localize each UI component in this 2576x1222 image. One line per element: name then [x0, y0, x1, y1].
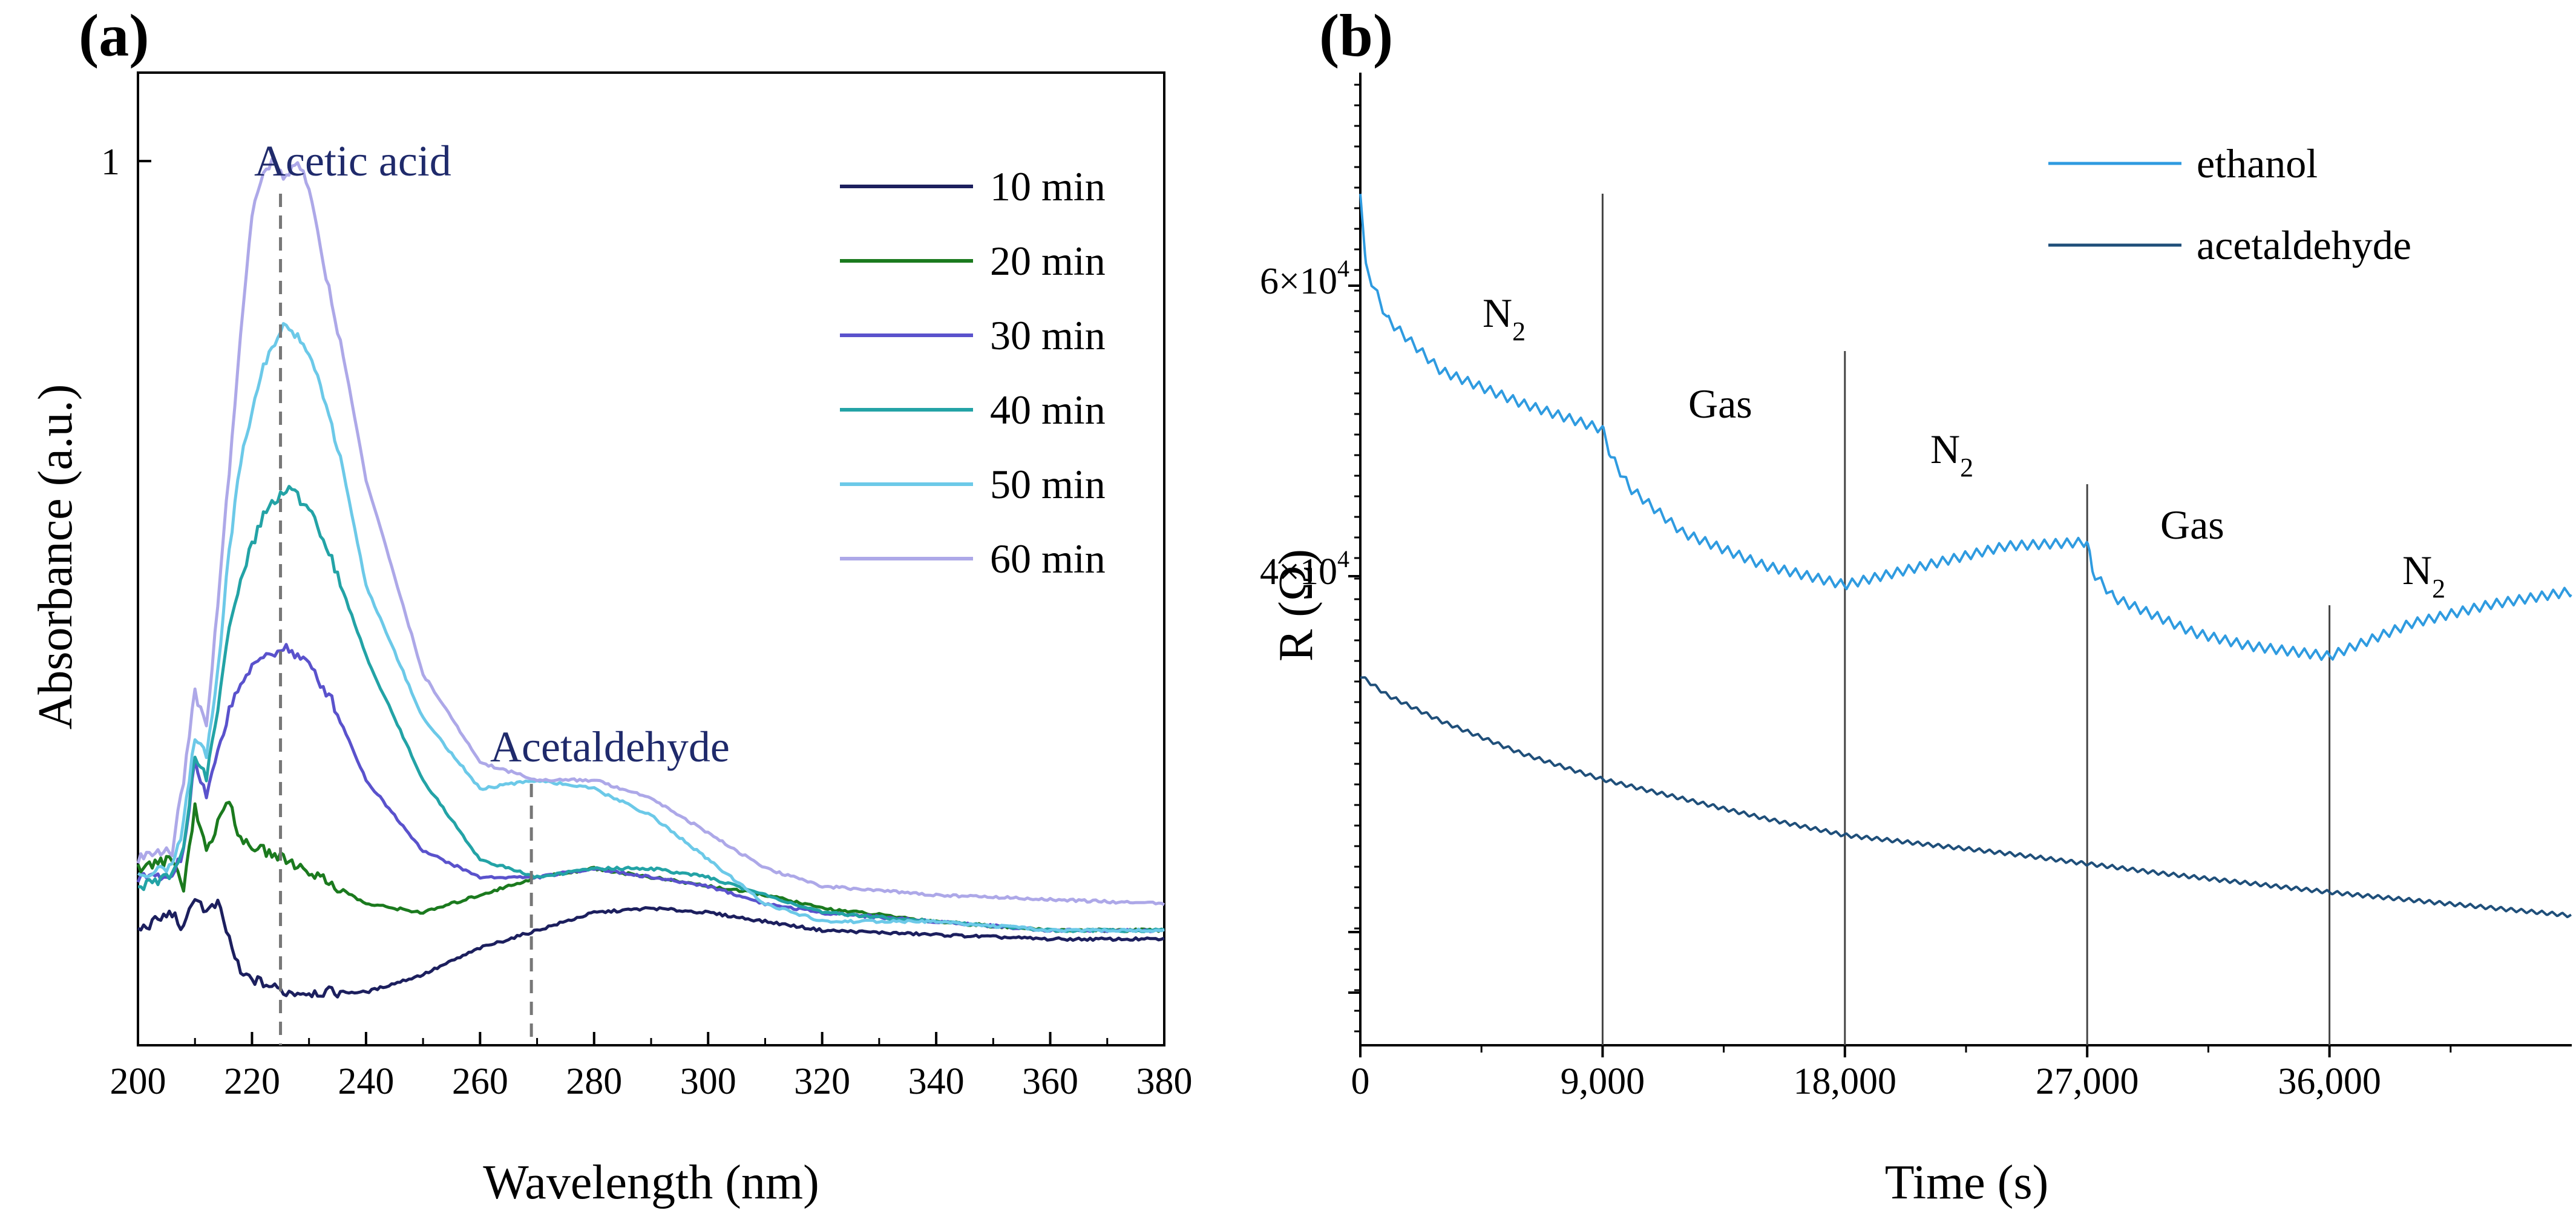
phase-label-n2-1: N2 [1483, 290, 1526, 346]
panel-b-x-axis-title: Time (s) [1885, 1156, 2048, 1209]
phase-label-gas-2: Gas [2160, 502, 2224, 548]
y-tick-label-1: 1 [101, 142, 120, 183]
panel-b-x-ticks: 0 9,000 18,000 27,000 36,000 [1351, 1045, 2452, 1102]
panel-b-phase-boundaries [1601, 194, 2331, 1045]
phase-label-n2-3: N2 [2402, 547, 2445, 603]
annotation-acetic-acid: Acetic acid [254, 137, 451, 185]
legend-label-ethanol: ethanol [2197, 140, 2318, 186]
annotation-acetaldehyde: Acetaldehyde [490, 723, 730, 771]
x-tick-label-260: 260 [452, 1061, 508, 1102]
x-tick-label-380: 380 [1136, 1061, 1193, 1102]
legend-label-acetaldehyde: acetaldehyde [2197, 222, 2411, 268]
series-line-60-min [136, 157, 1165, 907]
panel-b-y-axis-title: R (Ω) [1270, 549, 1323, 662]
x-tick-label-240: 240 [338, 1061, 394, 1102]
x-tick-label-27-000: 27,000 [2036, 1061, 2139, 1102]
phase-label-n2-2: N2 [1930, 426, 1973, 482]
panel-a-y-axis-title: Absorbance (a.u.) [29, 384, 82, 730]
x-tick-label-220: 220 [224, 1061, 280, 1102]
x-tick-label-340: 340 [908, 1061, 965, 1102]
x-tick-label-18-000: 18,000 [1794, 1061, 1897, 1102]
panel-b-chart: (b) N2 Gas N2 Gas N2 0 9,000 18,000 27,000 3… [1260, 2, 2572, 1209]
x-tick-label-320: 320 [794, 1061, 850, 1102]
series-line-acetaldehyde [1360, 676, 2572, 919]
panel-a-chart: (a) Acetic acid Acetaldehyde 200 220 240 26… [29, 2, 1193, 1209]
panel-b-series-group [1359, 194, 2572, 919]
series-line-50-min [137, 322, 1165, 933]
series-line-ethanol [1359, 194, 2572, 661]
x-tick-label-280: 280 [566, 1061, 622, 1102]
series-line-10-min [137, 898, 1165, 999]
series-line-30-min [136, 643, 1165, 933]
x-tick-label-36-000: 36,000 [2278, 1061, 2381, 1102]
panel-a-series-group [136, 157, 1165, 999]
x-tick-label-360: 360 [1022, 1061, 1078, 1102]
x-tick-label-0: 0 [1351, 1061, 1370, 1102]
panel-b-legend: ethanol acetaldehyde [2048, 140, 2411, 268]
legend-label-60-min: 60 min [990, 536, 1106, 582]
panel-b-y-ticks [1348, 84, 1360, 1033]
panel-b-label: (b) [1319, 2, 1393, 69]
legend-label-10-min: 10 min [990, 163, 1106, 209]
panel-a-legend: 10 min 20 min 30 min 40 min 50 min 60 min [840, 163, 1106, 582]
x-tick-label-200: 200 [110, 1061, 166, 1102]
panel-a-reference-lines [279, 194, 533, 1045]
panel-b-phase-labels: N2 Gas N2 Gas N2 [1483, 290, 2445, 603]
phase-label-gas-1: Gas [1688, 381, 1752, 427]
panel-a-y-ticks: 1 [101, 142, 151, 183]
legend-label-50-min: 50 min [990, 461, 1106, 507]
panel-a-x-axis-title: Wavelength (nm) [483, 1156, 819, 1209]
legend-label-40-min: 40 min [990, 387, 1106, 433]
x-tick-label-300: 300 [680, 1061, 736, 1102]
panel-b-ytick-6e4: 6×104 [1260, 255, 1349, 302]
legend-label-20-min: 20 min [990, 238, 1106, 284]
panel-a-label: (a) [79, 2, 149, 69]
x-tick-label-9-000: 9,000 [1561, 1061, 1645, 1102]
legend-label-30-min: 30 min [990, 312, 1106, 358]
panel-b-ytick-4e4: 4×104 [1260, 545, 1349, 593]
panel-a-x-ticks: 200 220 240 260 280 300 320 340 360 380 [110, 1032, 1193, 1102]
